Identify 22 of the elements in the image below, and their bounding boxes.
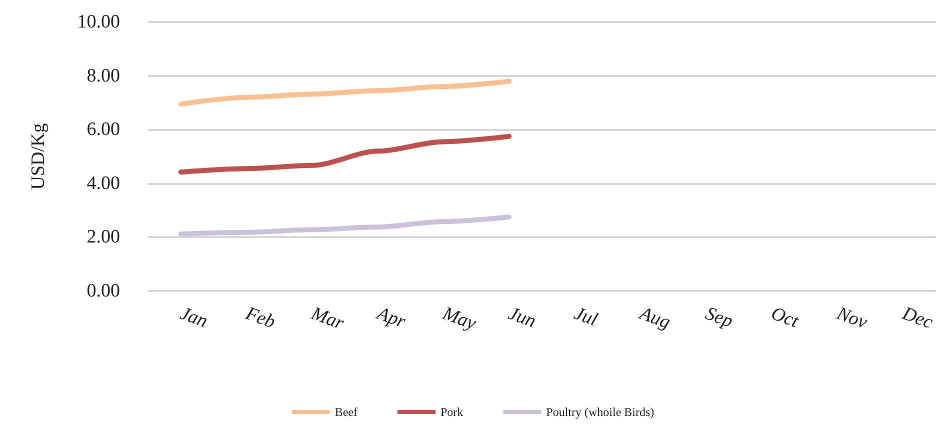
y-tick-label: 2.00 [86, 226, 120, 248]
y-tick-label: 6.00 [86, 119, 120, 140]
y-tick-label: 8.00 [86, 65, 120, 86]
x-tick-label: Dec [898, 302, 936, 334]
x-tick-label: May [438, 302, 480, 335]
legend-label: Beef [334, 405, 358, 419]
y-tick-label: 4.00 [86, 172, 120, 194]
x-tick-label: Jul [571, 303, 600, 331]
x-tick-label: Oct [768, 303, 802, 332]
y-tick-label: 0.00 [86, 280, 120, 302]
x-tick-label: Sep [702, 303, 736, 332]
x-tick-label: Feb [242, 302, 278, 333]
x-tick-label: Jan [177, 303, 210, 332]
y-tick-label: 10.00 [77, 12, 120, 32]
x-tick-label: Nov [832, 302, 870, 334]
x-tick-label: Jun [506, 303, 539, 332]
y-axis-title: USD/Kg [28, 122, 49, 190]
x-tick-label: Mar [308, 302, 348, 334]
x-tick-label: Apr [372, 302, 409, 333]
legend-label: Poultry (whoile Birds) [546, 405, 654, 419]
x-tick-label: Aug [635, 302, 673, 334]
legend-label: Pork [440, 405, 464, 419]
